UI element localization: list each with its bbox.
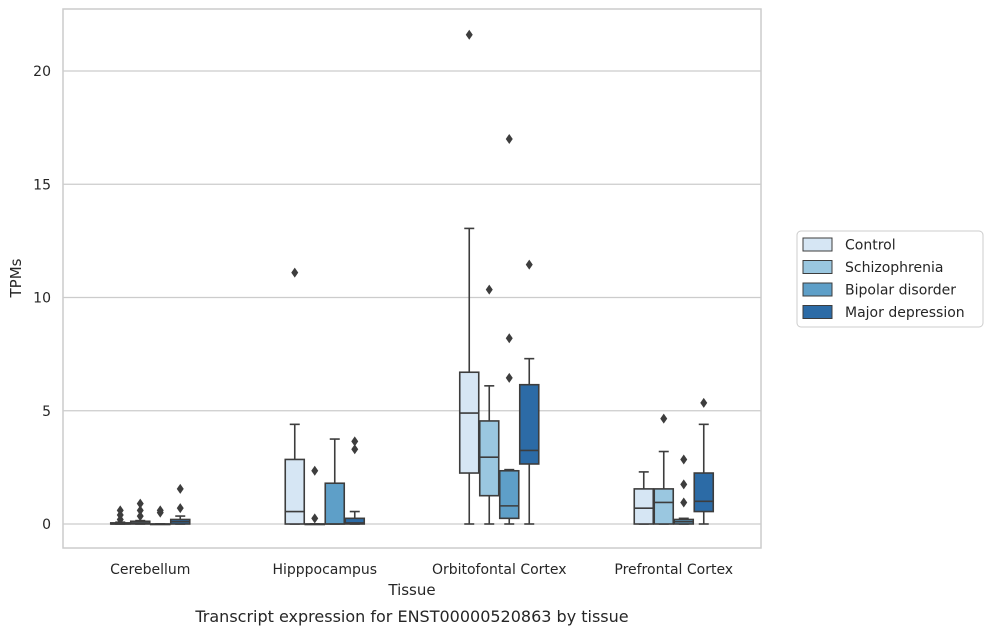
box-group <box>653 413 675 525</box>
box-group <box>673 454 695 525</box>
outlier-point <box>311 513 319 524</box>
outlier-point <box>680 479 688 490</box>
x-tick-label: Cerebellum <box>110 562 190 578</box>
box <box>498 469 520 520</box>
outlier-point <box>116 505 124 516</box>
box-group <box>458 29 480 525</box>
legend-swatch <box>802 305 833 319</box>
outlier-point <box>351 444 359 455</box>
outlier-point <box>176 503 184 514</box>
y-tick-label: 10 <box>33 291 51 307</box>
box <box>284 458 306 525</box>
outlier-point <box>680 454 688 465</box>
box <box>633 488 655 525</box>
outlier-point <box>505 133 513 144</box>
box-group <box>304 465 326 526</box>
box-group <box>284 267 306 525</box>
outlier-point <box>136 511 144 522</box>
outlier-point <box>505 333 513 344</box>
legend-swatch <box>802 282 833 297</box>
box-group <box>478 284 500 525</box>
y-tick-label: 5 <box>42 404 51 420</box>
box-group <box>344 436 366 525</box>
legend-label: Major depression <box>845 305 965 321</box>
outlier-point <box>465 29 473 40</box>
x-axis-label: Tissue <box>387 581 435 599</box>
box <box>324 482 346 525</box>
legend-label: Schizophrenia <box>845 260 943 276</box>
x-tick-label: Prefrontal Cortex <box>614 562 733 578</box>
outlier-point <box>680 497 688 508</box>
outlier-point <box>351 436 359 447</box>
y-ticks: 0 5 10 15 20 <box>33 64 51 533</box>
outlier-point <box>660 413 668 424</box>
legend-label: Bipolar disorder <box>845 283 956 299</box>
outlier-point <box>311 465 319 476</box>
chart-title: Transcript expression for ENST0000052086… <box>194 607 628 626</box>
boxes <box>109 29 715 526</box>
box <box>653 488 675 525</box>
plot-frame <box>62 8 762 549</box>
legend-label: Control <box>845 238 896 254</box>
outlier-point <box>700 397 708 408</box>
outlier-point <box>156 505 164 516</box>
box-group <box>518 259 540 525</box>
outlier-point <box>505 372 513 383</box>
legend-frame <box>796 230 984 328</box>
outlier-point <box>485 284 493 295</box>
outlier-point <box>176 483 184 494</box>
box-group <box>324 438 346 525</box>
y-axis-label: TPMs <box>7 258 25 298</box>
box-group <box>169 483 191 525</box>
outlier-point <box>136 505 144 516</box>
y-tick-label: 0 <box>42 517 51 533</box>
outlier-point <box>525 259 533 270</box>
legend-swatch <box>802 260 833 274</box>
box-group <box>693 397 715 525</box>
box <box>693 472 715 513</box>
box <box>344 517 366 525</box>
box-group <box>129 498 151 525</box>
box-group <box>633 471 655 525</box>
y-tick-label: 15 <box>33 177 51 193</box>
plot-background <box>63 9 761 548</box>
box-group <box>109 505 131 525</box>
x-tick-label: Orbitofontal Cortex <box>432 562 567 578</box>
outlier-point <box>136 498 144 509</box>
box <box>518 383 540 465</box>
box-group <box>149 505 171 526</box>
x-tick-label: Hipppocampus <box>272 562 377 578</box>
y-tick-label: 20 <box>33 64 51 80</box>
outlier-point <box>291 267 299 278</box>
box-group <box>498 133 520 525</box>
legend: Control Schizophrenia Bipolar disorder Majo… <box>796 230 984 328</box>
legend-swatch <box>802 237 833 252</box>
box <box>478 420 500 497</box>
x-ticks: Cerebellum Hipppocampus Orbitofontal Corte… <box>110 562 733 578</box>
box <box>458 371 480 474</box>
